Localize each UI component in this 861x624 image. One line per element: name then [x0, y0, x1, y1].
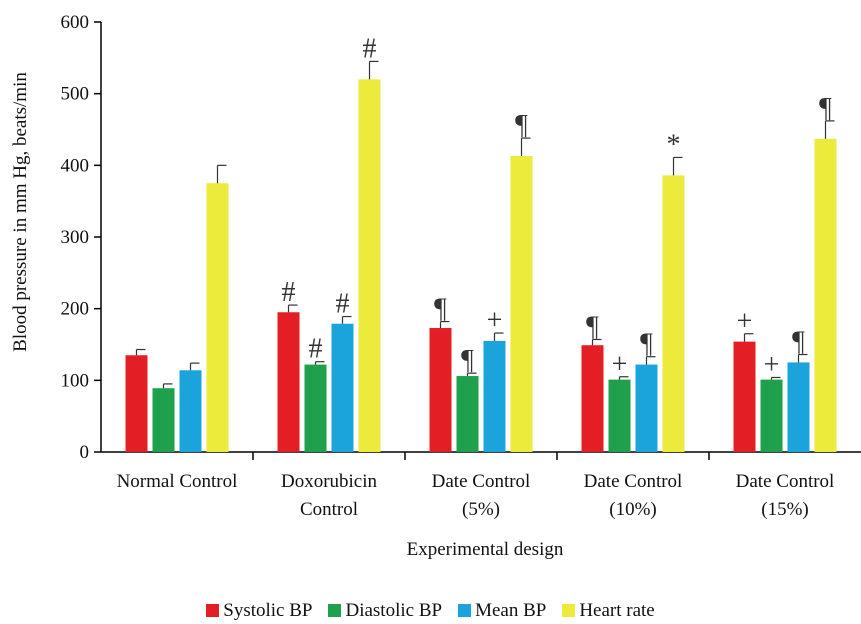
x-axis-title: Experimental design — [407, 539, 564, 560]
bar — [358, 79, 381, 452]
x-category-label: Doxorubicin — [281, 471, 378, 492]
y-tick-label: 200 — [61, 299, 90, 320]
y-tick-label: 600 — [61, 12, 90, 33]
x-category-label: (15%) — [761, 499, 808, 520]
y-axis-title: Blood pressure in mm Hg, beats/min — [10, 72, 31, 352]
bar — [152, 388, 175, 452]
y-tick-label: 0 — [80, 442, 90, 463]
significance-label: ¶ — [461, 345, 474, 376]
bar — [456, 376, 479, 452]
significance-label: ¶ — [819, 93, 832, 124]
legend-label: Heart rate — [579, 600, 655, 621]
significance-label: ¶ — [434, 294, 447, 325]
bar — [179, 370, 202, 452]
bar — [733, 341, 756, 452]
chart-legend: Systolic BP Diastolic BP Mean BP Heart rate — [0, 600, 861, 622]
bar-chart: 0 100 200 300 400 500 600 Normal Control Doxoru… — [10, 12, 861, 560]
bar — [206, 183, 229, 452]
bar — [331, 323, 354, 452]
legend-item: Heart rate — [562, 600, 655, 622]
x-category-label: Date Control — [736, 471, 835, 492]
bar — [125, 355, 148, 452]
legend-swatch — [562, 604, 576, 617]
legend-item: Mean BP — [458, 600, 546, 622]
legend-swatch — [206, 604, 220, 617]
chart-labels: Normal Control Doxorubicin Control # # # # Date… — [117, 33, 835, 520]
significance-label: * — [667, 129, 681, 160]
significance-label: # — [336, 289, 350, 320]
significance-label: ¶ — [515, 110, 528, 141]
bar — [429, 328, 452, 452]
bar — [277, 312, 300, 452]
significance-label: ¶ — [586, 311, 599, 342]
legend-label: Systolic BP — [223, 600, 313, 621]
legend-swatch — [328, 604, 342, 617]
significance-label: + — [487, 305, 503, 336]
chart-bars — [125, 60, 837, 453]
x-category-label: (5%) — [462, 499, 500, 520]
significance-label: ¶ — [640, 329, 653, 360]
bar — [814, 138, 837, 453]
bar — [304, 364, 327, 452]
significance-label: + — [737, 306, 753, 337]
significance-label: # — [363, 33, 377, 64]
bar — [787, 362, 810, 452]
y-tick-label: 300 — [61, 227, 90, 248]
legend-item: Systolic BP — [206, 600, 312, 622]
bar — [760, 379, 783, 452]
legend-swatch — [458, 604, 472, 617]
y-tick-label: 100 — [61, 370, 90, 391]
bar — [608, 379, 631, 452]
bar — [635, 364, 658, 452]
legend-item: Diastolic BP — [328, 600, 442, 622]
bar — [483, 340, 506, 452]
x-category-label: Normal Control — [117, 471, 238, 492]
bar — [662, 175, 685, 452]
x-category-label: (10%) — [609, 499, 656, 520]
legend-label: Mean BP — [475, 600, 547, 621]
bar — [581, 345, 604, 452]
significance-label: ¶ — [792, 327, 805, 358]
y-tick-label: 500 — [61, 84, 90, 105]
legend-label: Diastolic BP — [345, 600, 443, 621]
bar — [510, 156, 533, 452]
x-category-label: Date Control — [584, 471, 683, 492]
y-tick-label: 400 — [61, 155, 90, 176]
significance-label: # — [282, 277, 296, 308]
significance-label: # — [309, 334, 323, 365]
significance-label: + — [764, 349, 780, 380]
significance-label: + — [612, 349, 628, 380]
x-category-label: Control — [300, 499, 358, 520]
x-category-label: Date Control — [432, 471, 531, 492]
